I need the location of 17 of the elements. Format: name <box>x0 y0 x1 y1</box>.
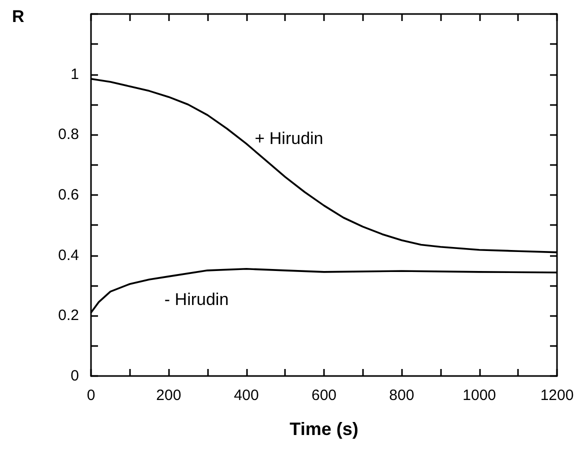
x-tick-label: 0 <box>86 387 96 404</box>
x-tick-label: 400 <box>234 387 259 404</box>
x-tick-label: 200 <box>156 387 182 404</box>
x-tick-label: 1000 <box>462 387 496 404</box>
series-label: - Hirudin <box>164 290 229 310</box>
y-axis-title: R <box>12 7 24 26</box>
x-axis-title: Time (s) <box>290 419 358 439</box>
y-tick-label: 0.6 <box>58 186 79 204</box>
y-tick-label: 1 <box>70 66 79 83</box>
y-tick-label: 0.2 <box>58 307 79 324</box>
x-tick-label: 800 <box>389 387 414 404</box>
x-tick-label: 1200 <box>540 387 574 404</box>
y-tick-label: 0.8 <box>58 126 79 144</box>
series-label: + Hirudin <box>254 128 324 148</box>
y-tick-label: 0 <box>70 368 79 384</box>
y-tick-label: 0.4 <box>58 246 79 264</box>
x-tick-label: 600 <box>311 387 337 404</box>
